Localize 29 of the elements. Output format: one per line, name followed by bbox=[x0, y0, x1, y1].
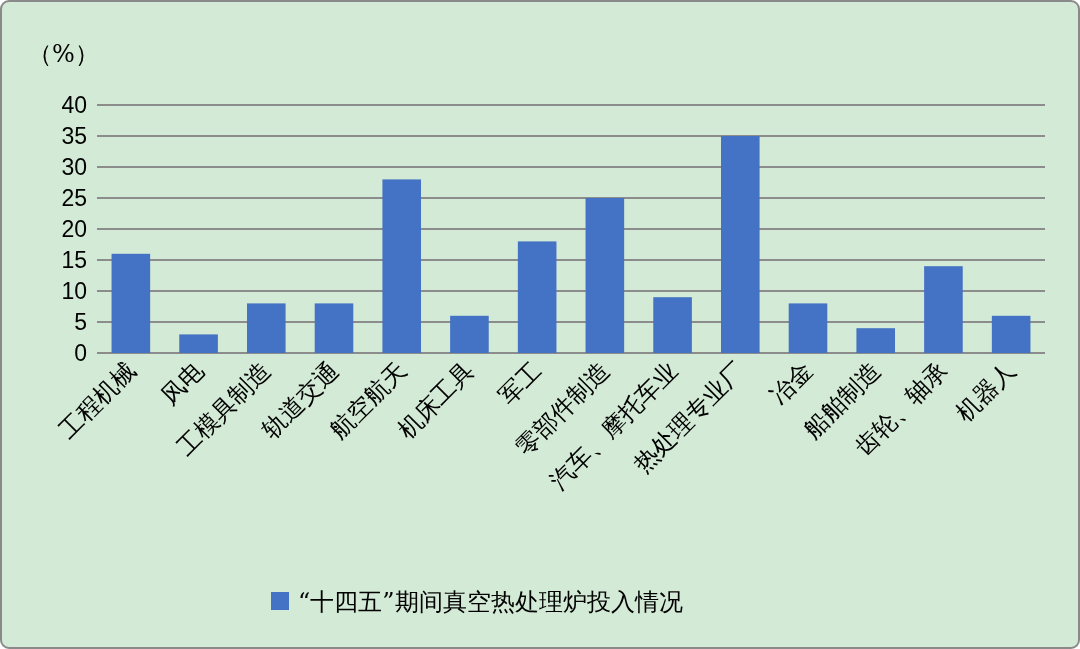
legend-label: “十四五”期间真空热处理炉投入情况 bbox=[298, 588, 683, 616]
bar bbox=[382, 179, 422, 353]
x-tick-label: 机器人 bbox=[950, 356, 1022, 428]
bar bbox=[788, 303, 828, 353]
bar bbox=[991, 315, 1031, 353]
y-tick-label: 30 bbox=[61, 154, 87, 180]
y-tick-label: 35 bbox=[61, 123, 87, 149]
bar bbox=[246, 303, 286, 353]
x-tick-label: 军工 bbox=[493, 356, 548, 411]
bar bbox=[517, 241, 557, 353]
y-tick-label: 40 bbox=[61, 92, 87, 118]
bar bbox=[720, 136, 760, 353]
x-tick-label: 风电 bbox=[155, 356, 209, 411]
bar bbox=[924, 266, 963, 353]
y-tick-label: 10 bbox=[61, 278, 87, 304]
bar bbox=[653, 297, 692, 353]
y-tick-label: 20 bbox=[61, 216, 87, 242]
x-tick-label: 冶金 bbox=[764, 356, 819, 411]
bar bbox=[450, 315, 489, 353]
y-axis-title: （%） bbox=[28, 40, 99, 68]
bar bbox=[111, 253, 151, 353]
bar bbox=[856, 328, 896, 353]
bar bbox=[585, 198, 625, 353]
y-tick-label: 5 bbox=[74, 309, 87, 335]
y-tick-label: 25 bbox=[61, 185, 87, 211]
bar bbox=[314, 303, 354, 353]
bar bbox=[179, 334, 218, 353]
y-tick-label: 15 bbox=[61, 247, 87, 273]
y-tick-label: 0 bbox=[74, 340, 87, 366]
